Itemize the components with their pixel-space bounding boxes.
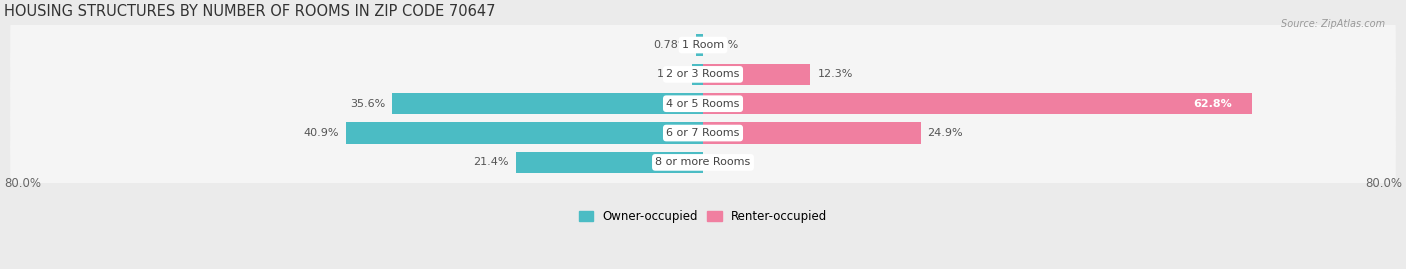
FancyBboxPatch shape [10,67,1396,141]
Text: 2 or 3 Rooms: 2 or 3 Rooms [666,69,740,79]
Legend: Owner-occupied, Renter-occupied: Owner-occupied, Renter-occupied [574,205,832,228]
Text: 1 Room: 1 Room [682,40,724,50]
Bar [346,122,703,144]
FancyBboxPatch shape [10,37,1396,111]
FancyBboxPatch shape [10,125,1396,199]
Text: 4 or 5 Rooms: 4 or 5 Rooms [666,99,740,109]
Bar [692,64,703,85]
Text: Source: ZipAtlas.com: Source: ZipAtlas.com [1281,19,1385,29]
Text: 21.4%: 21.4% [474,157,509,167]
Bar [392,93,703,114]
Bar [703,122,921,144]
Text: 0.0%: 0.0% [710,40,738,50]
Text: 6 or 7 Rooms: 6 or 7 Rooms [666,128,740,138]
Text: 8 or more Rooms: 8 or more Rooms [655,157,751,167]
Text: 35.6%: 35.6% [350,99,385,109]
Text: 0.0%: 0.0% [710,157,738,167]
Text: 0.78%: 0.78% [654,40,689,50]
Bar [516,152,703,173]
FancyBboxPatch shape [10,96,1396,170]
Text: 1.3%: 1.3% [657,69,685,79]
FancyBboxPatch shape [10,8,1396,82]
Text: 40.9%: 40.9% [304,128,339,138]
Text: 24.9%: 24.9% [928,128,963,138]
Text: 80.0%: 80.0% [4,177,41,190]
Text: HOUSING STRUCTURES BY NUMBER OF ROOMS IN ZIP CODE 70647: HOUSING STRUCTURES BY NUMBER OF ROOMS IN… [4,4,496,19]
Text: 12.3%: 12.3% [817,69,853,79]
Text: 62.8%: 62.8% [1194,99,1233,109]
Bar [703,93,1251,114]
Text: 80.0%: 80.0% [1365,177,1402,190]
Bar [696,34,703,56]
Bar [703,64,810,85]
